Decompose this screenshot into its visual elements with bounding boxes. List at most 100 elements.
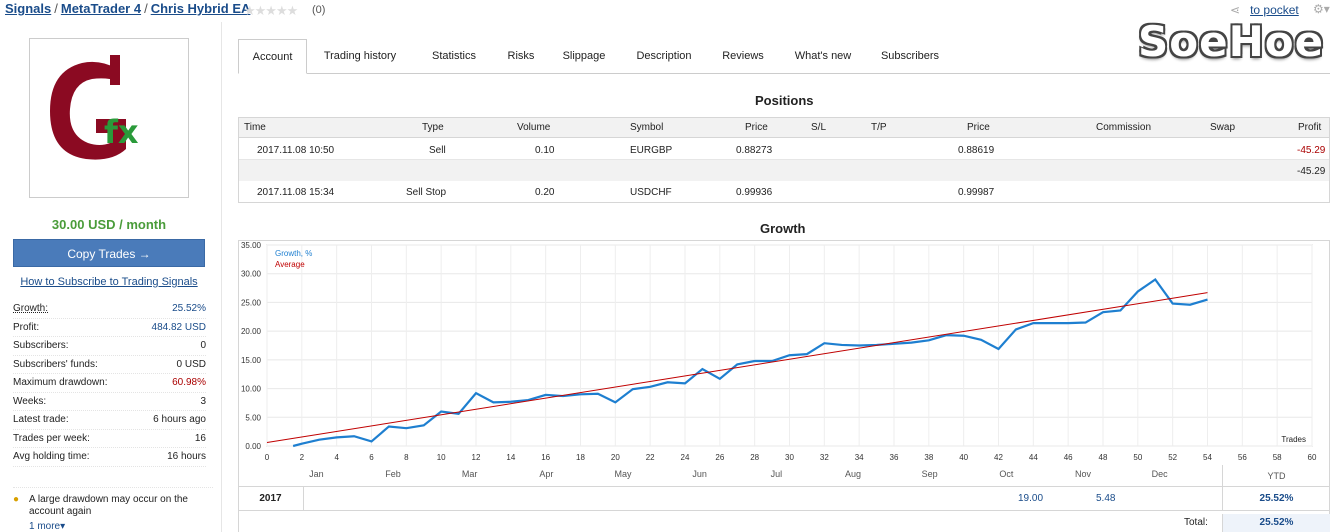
month-value-oct: 19.00	[1018, 493, 1044, 504]
to-pocket-link[interactable]: ⋖ to pocket	[1230, 3, 1299, 17]
tab-trading-history[interactable]: Trading history	[323, 50, 397, 62]
col-type: Type	[422, 122, 444, 133]
row2-type: Sell Stop	[406, 187, 447, 198]
x-tick-label: 54	[1203, 453, 1212, 462]
product-logo[interactable]: fx	[29, 38, 189, 198]
tab-risks[interactable]: Risks	[507, 50, 535, 62]
x-tick-label: 46	[1064, 453, 1073, 462]
caret-down-icon: ▾	[60, 521, 66, 532]
tab-description[interactable]: Description	[636, 50, 692, 62]
breadcrumb-signals[interactable]: Signals	[5, 1, 52, 16]
gear-icon[interactable]: ⚙▾	[1313, 2, 1330, 16]
x-tick-label: 30	[785, 453, 794, 462]
month-label: Feb	[385, 469, 401, 479]
growth-chart: 0.00 5.00 10.00 15.00 20.00 25.00 30.00 35.00 0 2…	[241, 241, 1317, 462]
month-value-nov: 5.48	[1096, 493, 1116, 504]
drawdown-warning: ● A large drawdown may occur on the accou…	[13, 487, 213, 518]
total-row: Total: 25.52%	[1150, 514, 1330, 532]
col-swap: Swap	[1210, 122, 1236, 133]
x-tick-label: 44	[1029, 453, 1038, 462]
warning-icon: ●	[13, 494, 20, 505]
share-icon[interactable]: ⋖	[1230, 3, 1241, 17]
col-volume: Volume	[517, 122, 551, 133]
y-tick-label: 25.00	[241, 298, 262, 307]
more-link[interactable]: 1 more▾	[29, 521, 66, 532]
stat-weeks: Weeks: 3	[13, 393, 206, 411]
tab-reviews[interactable]: Reviews	[722, 50, 764, 62]
tab-account[interactable]: Account	[238, 39, 307, 74]
gfx-logo-icon: fx	[50, 55, 139, 160]
x-tick-label: 40	[959, 453, 968, 462]
month-label: Dec	[1151, 469, 1168, 479]
ytd-value: 25.52%	[1222, 487, 1330, 511]
x-tick-label: 26	[715, 453, 724, 462]
average-series-line	[266, 292, 1208, 444]
month-label: May	[614, 469, 632, 479]
legend-entry: Growth, %	[275, 249, 312, 258]
x-tick-label: 14	[506, 453, 515, 462]
x-tick-label: 0	[265, 453, 270, 462]
month-label: Jan	[309, 469, 324, 479]
row1-profit: -45.29	[1297, 145, 1326, 156]
stat-profit: Profit: 484.82 USD	[13, 319, 206, 337]
x-tick-label: 50	[1133, 453, 1142, 462]
tab-whats-new[interactable]: What's new	[794, 50, 852, 62]
copy-trades-button[interactable]: Copy Trades →	[13, 239, 205, 267]
month-label: Sep	[921, 469, 938, 479]
positions-header	[239, 118, 1329, 138]
tab-statistics[interactable]: Statistics	[431, 50, 476, 62]
month-label: Nov	[1074, 469, 1092, 479]
col-tp: T/P	[871, 122, 887, 133]
breadcrumb-metatrader4[interactable]: MetaTrader 4	[60, 1, 142, 16]
y-tick-label: 35.00	[241, 241, 262, 250]
row2-price-current: 0.99987	[958, 187, 995, 198]
breadcrumb-separator: /	[144, 1, 148, 16]
row2-price: 0.99936	[736, 187, 773, 198]
year-row-2017: 2017 19.00 5.48 25.52%	[238, 486, 1330, 511]
legend-entry: Average	[275, 260, 305, 269]
svg-text:fx: fx	[104, 113, 139, 151]
breadcrumb-separator: /	[54, 1, 58, 16]
y-tick-label: 0.00	[245, 442, 261, 451]
stat-latest-trade: Latest trade: 6 hours ago	[13, 411, 206, 430]
row2-volume: 0.20	[535, 187, 555, 198]
tab-bar: Account Trading history Statistics Risks…	[238, 39, 1330, 74]
col-symbol: Symbol	[630, 122, 664, 133]
row1-price: 0.88273	[736, 145, 773, 156]
x-tick-label: 48	[1099, 453, 1108, 462]
month-label: Jun	[692, 469, 707, 479]
stat-max-drawdown: Maximum drawdown: 60.98%	[13, 374, 206, 393]
breadcrumb: Signals / MetaTrader 4/Chris Hybrid EA	[5, 1, 250, 16]
y-tick-label: 5.00	[245, 413, 261, 422]
x-tick-label: 34	[855, 453, 864, 462]
row2-symbol: USDCHF	[630, 187, 672, 198]
x-tick-label: 20	[611, 453, 620, 462]
x-tick-label: 22	[646, 453, 655, 462]
x-tick-label: 16	[541, 453, 550, 462]
x-tick-label: 38	[924, 453, 933, 462]
breadcrumb-product[interactable]: Chris Hybrid EA	[150, 1, 251, 16]
howto-subscribe-link[interactable]: How to Subscribe to Trading Signals	[20, 276, 198, 288]
stat-subscribers-funds: Subscribers' funds: 0 USD	[13, 356, 206, 374]
positions-title: Positions	[755, 93, 814, 108]
x-tick-label: 60	[1308, 453, 1317, 462]
stat-trades-per-week: Trades per week: 16	[13, 430, 206, 448]
y-tick-label: 15.00	[241, 356, 262, 365]
tab-slippage[interactable]: Slippage	[562, 50, 606, 62]
x-tick-label: 12	[472, 453, 481, 462]
col-time: Time	[244, 122, 266, 133]
month-label: Mar	[461, 469, 478, 479]
y-tick-label: 10.00	[241, 385, 262, 394]
rating-stars[interactable]: ★★★★★	[244, 3, 298, 18]
x-tick-label: 42	[994, 453, 1003, 462]
tab-subscribers[interactable]: Subscribers	[880, 50, 940, 62]
month-label: Apr	[539, 469, 554, 479]
x-tick-label: 18	[576, 453, 585, 462]
row1-volume: 0.10	[535, 145, 555, 156]
x-tick-label: 24	[681, 453, 690, 462]
x-tick-label: 28	[750, 453, 759, 462]
col-sl: S/L	[811, 122, 827, 133]
col-price-current: Price	[967, 122, 990, 133]
stat-subscribers: Subscribers: 0	[13, 337, 206, 356]
top-bar: Signals / MetaTrader 4/Chris Hybrid EA ★★★…	[0, 0, 1335, 20]
